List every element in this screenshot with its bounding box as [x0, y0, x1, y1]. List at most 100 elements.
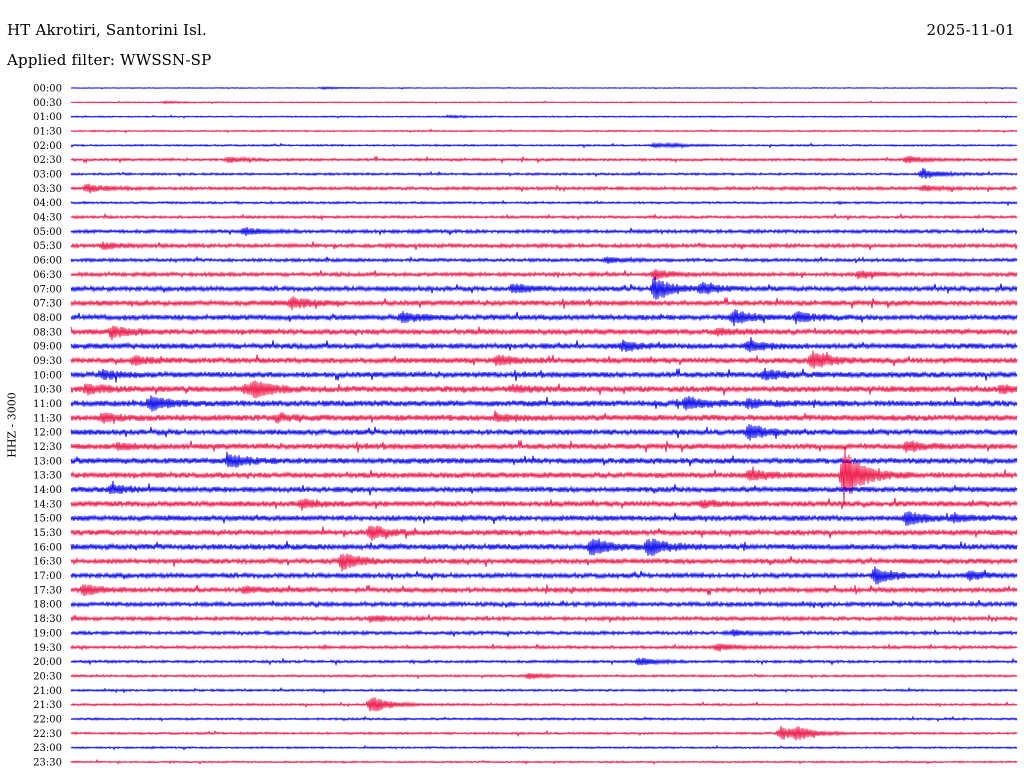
row-label: 08:00 — [33, 313, 62, 324]
trace-row-2300 — [70, 744, 1018, 751]
trace-row-0730 — [70, 296, 1018, 311]
row-label: 06:00 — [33, 256, 62, 267]
trace-row-0430 — [70, 212, 1018, 222]
row-label: 17:00 — [33, 571, 62, 582]
row-label: 00:00 — [33, 84, 62, 95]
row-label: 17:30 — [33, 585, 62, 596]
trace-row-2130 — [70, 697, 1018, 712]
trace-row-1000 — [70, 367, 1018, 383]
row-label: 22:00 — [33, 714, 62, 725]
trace-row-0600 — [70, 255, 1018, 265]
row-label: 23:30 — [33, 757, 62, 768]
row-label: 04:00 — [33, 198, 62, 209]
row-label: 12:00 — [33, 428, 62, 439]
row-label: 00:30 — [33, 98, 62, 109]
trace-row-0400 — [70, 199, 1018, 207]
trace-row-1800 — [70, 599, 1018, 609]
trace-row-1700 — [70, 566, 1018, 585]
trace-row-1230 — [70, 440, 1018, 453]
trace-row-0700 — [70, 276, 1018, 300]
row-label: 19:00 — [33, 628, 62, 639]
trace-row-1430 — [70, 497, 1018, 511]
trace-row-1900 — [70, 629, 1018, 638]
row-label: 22:30 — [33, 729, 62, 740]
trace-row-1730 — [70, 584, 1018, 596]
row-label: 20:30 — [33, 671, 62, 682]
row-label: 14:00 — [33, 485, 62, 496]
trace-row-1300 — [70, 451, 1018, 468]
trace-row-1200 — [70, 424, 1018, 441]
row-label: 10:00 — [33, 370, 62, 381]
trace-row-0930 — [70, 350, 1018, 369]
row-label: 01:30 — [33, 127, 62, 138]
date-label: 2025-11-01 — [926, 21, 1015, 39]
trace-row-2330 — [70, 758, 1018, 765]
row-label: 15:00 — [33, 514, 62, 525]
trace-row-0300 — [70, 167, 1018, 179]
trace-row-0330 — [70, 183, 1018, 194]
trace-row-0000 — [70, 85, 1018, 91]
trace-row-1400 — [70, 480, 1018, 496]
row-label: 03:30 — [33, 184, 62, 195]
trace-row-0830 — [70, 325, 1018, 341]
trace-row-1630 — [70, 553, 1018, 572]
row-label: 23:00 — [33, 743, 62, 754]
trace-row-2200 — [70, 715, 1018, 723]
trace-row-1930 — [70, 642, 1018, 652]
row-label: 18:30 — [33, 614, 62, 625]
row-label: 09:30 — [33, 356, 62, 367]
trace-row-0800 — [70, 309, 1018, 327]
trace-row-2100 — [70, 686, 1018, 694]
trace-row-2230 — [70, 725, 1018, 741]
row-label: 13:30 — [33, 471, 62, 482]
row-label: 02:00 — [33, 141, 62, 152]
row-label: 01:00 — [33, 112, 62, 123]
trace-row-2000 — [70, 657, 1018, 667]
row-label: 04:30 — [33, 213, 62, 224]
row-label: 06:30 — [33, 270, 62, 281]
trace-row-0200 — [70, 141, 1018, 150]
trace-row-1100 — [70, 395, 1018, 412]
trace-row-1330 — [70, 446, 1018, 505]
trace-row-0630 — [70, 269, 1018, 280]
row-label: 07:30 — [33, 299, 62, 310]
trace-row-1600 — [70, 538, 1018, 557]
row-label: 11:30 — [33, 413, 62, 424]
trace-row-2030 — [70, 672, 1018, 680]
row-label: 16:30 — [33, 557, 62, 568]
row-label: 07:00 — [33, 284, 62, 295]
trace-row-0530 — [70, 241, 1018, 250]
row-label: 20:00 — [33, 657, 62, 668]
filter-label: Applied filter: WWSSN-SP — [7, 51, 212, 69]
trace-row-0130 — [70, 128, 1018, 134]
row-label: 11:00 — [33, 399, 62, 410]
row-label: 18:00 — [33, 600, 62, 611]
trace-row-1830 — [70, 614, 1018, 623]
row-label: 09:00 — [33, 342, 62, 353]
trace-row-1030 — [70, 380, 1018, 399]
row-label: 03:00 — [33, 170, 62, 181]
row-label: 16:00 — [33, 542, 62, 553]
row-label: 21:30 — [33, 700, 62, 711]
row-label: 14:30 — [33, 499, 62, 510]
row-label: 21:00 — [33, 686, 62, 697]
station-title: HT Akrotiri, Santorini Isl. — [7, 21, 208, 39]
row-label: 12:30 — [33, 442, 62, 453]
trace-row-1130 — [70, 410, 1018, 424]
row-label: 19:30 — [33, 643, 62, 654]
trace-row-0100 — [70, 114, 1018, 120]
trace-row-0030 — [70, 100, 1018, 105]
row-label: 02:30 — [33, 155, 62, 166]
trace-row-0500 — [70, 227, 1018, 236]
trace-row-0230 — [70, 155, 1018, 165]
row-label: 13:00 — [33, 456, 62, 467]
trace-row-1530 — [70, 525, 1018, 541]
row-label: 05:30 — [33, 241, 62, 252]
row-label: 15:30 — [33, 528, 62, 539]
trace-row-0900 — [70, 336, 1018, 353]
row-label: 10:30 — [33, 385, 62, 396]
trace-row-1500 — [70, 511, 1018, 526]
row-label: 08:30 — [33, 327, 62, 338]
